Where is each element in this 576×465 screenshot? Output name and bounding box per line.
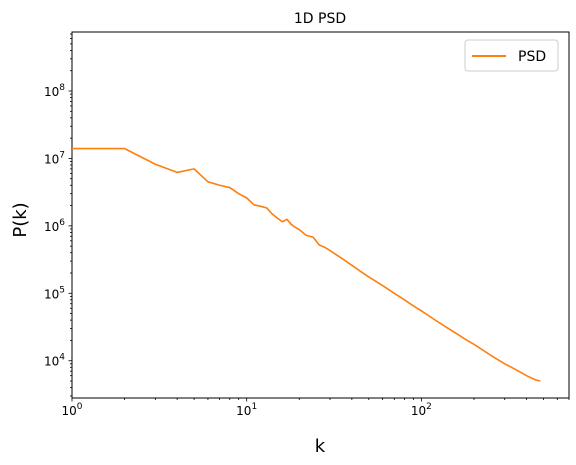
y-tick-label: 106 — [44, 218, 65, 234]
legend-label: PSD — [518, 49, 546, 65]
legend-box — [464, 39, 559, 72]
x-axis-ticks: 100 101 102 — [61, 398, 570, 418]
y-tick-label: 104 — [44, 353, 65, 369]
y-tick-label: 105 — [44, 285, 65, 301]
plot-area — [71, 31, 570, 399]
y-axis-label: P(k) — [10, 202, 31, 237]
x-tick-label: 102 — [411, 402, 432, 418]
x-tick-label: 100 — [61, 402, 82, 418]
legend: PSD — [464, 39, 559, 72]
y-tick-label: 108 — [44, 83, 65, 99]
y-tick-label: 107 — [44, 150, 65, 166]
series-layer — [72, 147, 541, 382]
x-axis-label: k — [315, 436, 326, 457]
y-axis-ticks: 104 105 106 107 108 — [44, 33, 72, 397]
series-line-psd — [72, 147, 541, 382]
x-tick-label: 101 — [236, 402, 257, 418]
chart-title: 1D PSD — [294, 11, 346, 27]
axes-frame — [71, 31, 570, 399]
